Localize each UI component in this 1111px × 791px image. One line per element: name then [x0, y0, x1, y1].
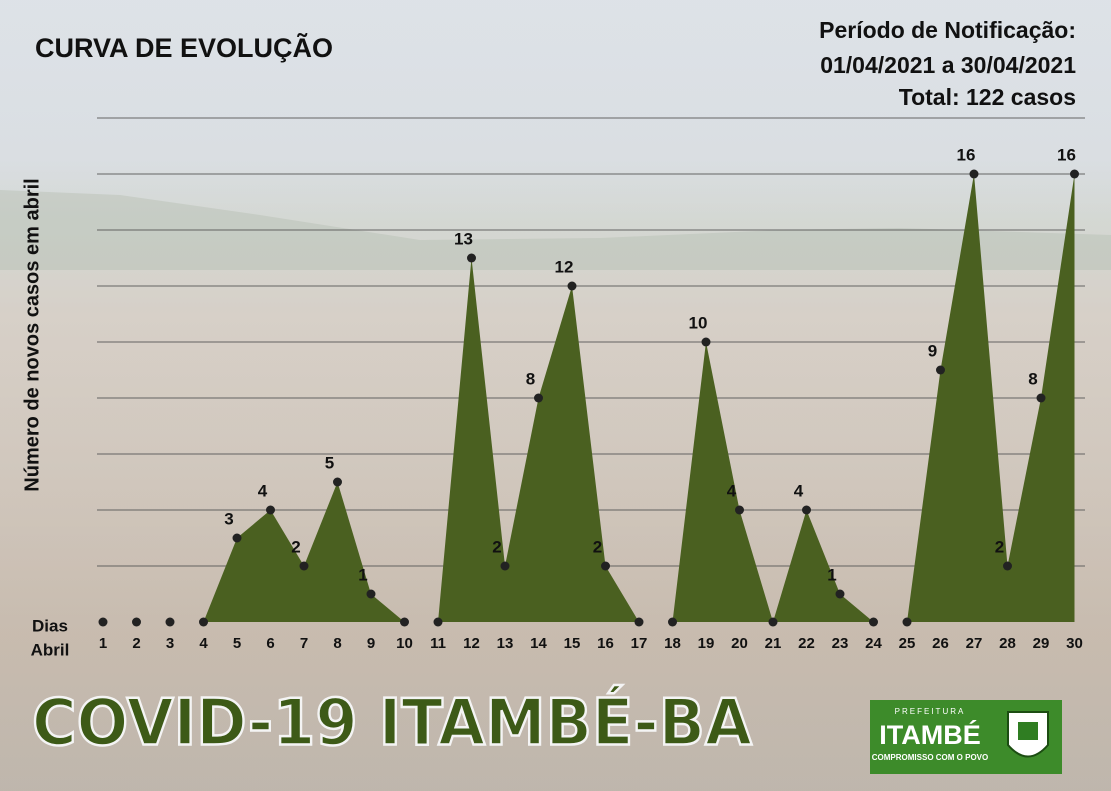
value-label: 12: [555, 257, 574, 276]
point: [869, 617, 878, 627]
point: [902, 617, 912, 627]
point: [1003, 561, 1012, 571]
point: [199, 617, 208, 627]
point: [467, 253, 476, 263]
x-tick-label: 9: [367, 635, 375, 652]
x-tick-label: 6: [266, 635, 274, 652]
point: [165, 617, 175, 627]
x-tick-label: 29: [1033, 635, 1050, 652]
point: [701, 337, 711, 347]
value-label: 8: [1028, 369, 1037, 388]
logo-slogan: COMPROMISSO COM O POVO: [872, 753, 988, 762]
logo-name: ITAMBÉ: [879, 719, 981, 750]
y-axis-label: Número de novos casos em abril: [21, 178, 43, 491]
x-tick-label: 17: [631, 635, 648, 652]
chart-title: CURVA DE EVOLUÇÃO: [35, 32, 333, 63]
logo: PREFEITURA ITAMBÉ COMPROMISSO COM O POVO: [870, 700, 1062, 774]
period-range: 01/04/2021 a 30/04/2021: [820, 52, 1076, 78]
x-tick-label: 24: [865, 635, 882, 652]
total: Total: 122 casos: [899, 84, 1076, 110]
value-label: 1: [358, 565, 367, 584]
point: [400, 617, 409, 627]
value-label: 16: [1057, 145, 1076, 164]
banner: COVID-19 ITAMBÉ-BA: [32, 685, 752, 761]
x-tick-label: 19: [698, 635, 715, 652]
point: [835, 589, 845, 599]
value-label: 4: [794, 481, 804, 500]
x-tick-label: 10: [396, 635, 413, 652]
period-label: Período de Notificação:: [819, 17, 1076, 43]
value-label: 1: [827, 565, 836, 584]
x-tick-label: 1: [99, 635, 107, 652]
x-tick-label: 12: [463, 635, 480, 652]
value-label: 13: [454, 229, 473, 248]
value-label: 4: [258, 481, 268, 500]
point: [534, 393, 543, 403]
value-label: 10: [689, 313, 708, 332]
point: [634, 617, 644, 627]
x-tick-label: 18: [664, 635, 681, 652]
x-tick-label: 3: [166, 635, 174, 652]
value-label: 2: [291, 537, 300, 556]
point: [936, 365, 945, 375]
x-tick-label: 25: [899, 635, 916, 652]
value-label: 5: [325, 453, 334, 472]
point: [768, 617, 778, 627]
point: [333, 477, 342, 487]
point: [1036, 393, 1046, 403]
x-tick-label: 26: [932, 635, 949, 652]
value-label: 9: [928, 341, 937, 360]
x-tick-label: 20: [731, 635, 748, 652]
x-tick-label: 14: [530, 635, 547, 652]
point: [366, 589, 376, 599]
x-tick-label: 22: [798, 635, 815, 652]
x-tick-label: 30: [1066, 635, 1083, 652]
value-label: 16: [957, 145, 976, 164]
x-tick-label: 2: [132, 635, 140, 652]
value-label: 8: [526, 369, 535, 388]
value-label: 2: [492, 537, 501, 556]
point: [601, 561, 610, 571]
point: [299, 561, 309, 571]
logo-crest-inner: [1018, 722, 1038, 740]
point: [433, 617, 443, 627]
area: [103, 174, 1075, 622]
point: [969, 169, 979, 179]
x-tick-label: 4: [199, 635, 208, 652]
x-tick-label: 8: [333, 635, 341, 652]
point: [735, 505, 744, 515]
x-tick-label: 23: [832, 635, 849, 652]
x-axis-label: Abril: [31, 640, 70, 659]
x-tick-label: 27: [966, 635, 983, 652]
point: [266, 505, 275, 515]
point: [232, 533, 242, 543]
value-label: 4: [727, 481, 737, 500]
x-tick-label: 7: [300, 635, 308, 652]
x-tick-label: 16: [597, 635, 614, 652]
x-tick-label: 21: [765, 635, 782, 652]
value-label: 2: [995, 537, 1004, 556]
value-label: 2: [593, 537, 602, 556]
point: [668, 617, 677, 627]
x-tick-label: 15: [564, 635, 581, 652]
point: [802, 505, 811, 515]
value-label: 3: [224, 509, 233, 528]
point: [1070, 169, 1079, 179]
x-tick-label: 13: [497, 635, 514, 652]
point: [500, 561, 510, 571]
point: [132, 617, 141, 627]
point: [567, 281, 577, 291]
x-axis-label: Dias: [32, 616, 68, 635]
logo-top: PREFEITURA: [895, 707, 966, 716]
x-tick-label: 5: [233, 635, 241, 652]
x-tick-label: 11: [430, 635, 446, 652]
point: [98, 617, 108, 627]
x-tick-label: 28: [999, 635, 1016, 652]
